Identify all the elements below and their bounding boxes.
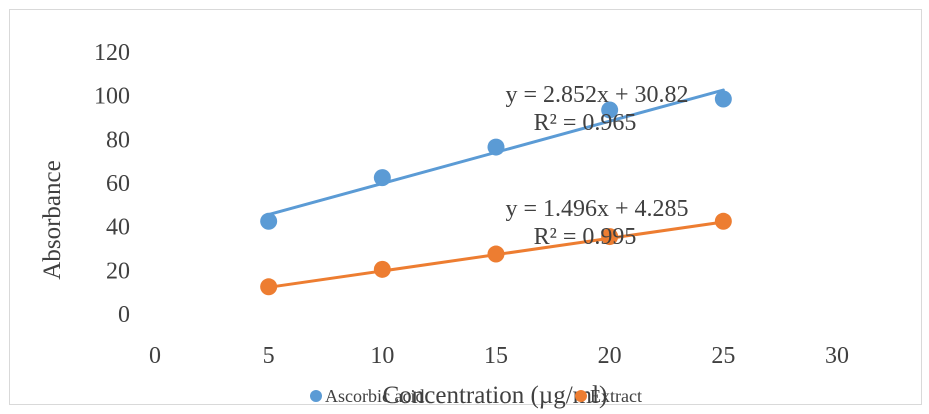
data-point-ascorbic-acid (601, 101, 619, 119)
x-tick-label: 15 (484, 343, 508, 369)
data-points (260, 90, 732, 296)
x-tick-label: 10 (370, 343, 394, 369)
x-tick-label: 5 (263, 343, 275, 369)
data-point-extract (487, 245, 505, 263)
data-point-ascorbic-acid (260, 212, 278, 230)
y-tick-labels: 0 20 40 60 80 100 120 (94, 40, 130, 328)
x-tick-label: 25 (711, 343, 735, 369)
legend-marker-ascorbic-acid (310, 390, 322, 402)
x-tick-labels: 0 5 10 15 20 25 30 (149, 343, 849, 369)
data-point-extract (714, 212, 732, 230)
data-point-ascorbic-acid (373, 169, 391, 187)
data-point-ascorbic-acid (714, 90, 732, 108)
legend-label-ascorbic-acid: Ascorbic acid (325, 386, 424, 406)
y-tick-label: 20 (106, 258, 130, 284)
legend-marker-extract (575, 390, 587, 402)
x-tick-label: 0 (149, 343, 161, 369)
chart-frame (9, 9, 922, 405)
legend: Ascorbic acid Extract (310, 386, 642, 406)
x-axis-title: Concentration (µg/ml) (383, 382, 608, 409)
extract-equation-label: y = 1.496x + 4.285 (505, 196, 688, 222)
ascorbic-r2-label: R² = 0.965 (534, 110, 637, 136)
data-point-extract (601, 228, 619, 246)
ascorbic-equation-label: y = 2.852x + 30.82 (505, 82, 688, 108)
y-tick-label: 0 (118, 302, 130, 328)
y-axis-title: Absorbance (39, 160, 66, 279)
y-tick-label: 100 (94, 84, 130, 110)
data-point-extract (260, 278, 278, 296)
x-tick-label: 20 (598, 343, 622, 369)
legend-label-extract: Extract (590, 386, 642, 406)
y-tick-label: 60 (106, 171, 130, 197)
y-tick-label: 80 (106, 127, 130, 153)
x-tick-label: 30 (825, 343, 849, 369)
data-point-ascorbic-acid (487, 138, 505, 156)
data-point-extract (373, 260, 391, 278)
y-tick-label: 40 (106, 215, 130, 241)
extract-r2-label: R² = 0.995 (534, 224, 637, 250)
y-tick-label: 120 (94, 40, 130, 66)
